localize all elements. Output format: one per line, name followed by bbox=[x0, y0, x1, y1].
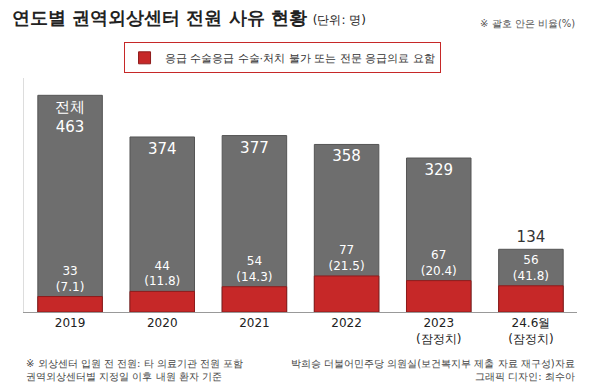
svg-text:33(7.1): 33(7.1) bbox=[56, 264, 84, 294]
svg-text:377: 377 bbox=[240, 139, 269, 157]
svg-text:374: 374 bbox=[148, 140, 177, 158]
svg-text:2019: 2019 bbox=[55, 316, 86, 330]
svg-text:※ 외상센터 입원 전 전원: 타 의료기관 전원 포함권역: ※ 외상센터 입원 전 전원: 타 의료기관 전원 포함권역외상센터별 지정일 … bbox=[26, 358, 243, 382]
svg-text:44(11.8): 44(11.8) bbox=[144, 259, 180, 289]
svg-text:56(41.8): 56(41.8) bbox=[513, 253, 549, 283]
svg-text:응급 수술응급 수술·처치 불가 또는 전문 응급의료 요함: 응급 수술응급 수술·처치 불가 또는 전문 응급의료 요함 bbox=[165, 52, 435, 65]
svg-text:77(21.5): 77(21.5) bbox=[329, 243, 365, 273]
svg-text:연도별 권역외상센터 전원 사유 현황 (단위: 명): 연도별 권역외상센터 전원 사유 현황 (단위: 명) bbox=[12, 7, 366, 28]
svg-text:박희승 더불어민주당 의원실(보건복지부 제출 자료 재구성: 박희승 더불어민주당 의원실(보건복지부 제출 자료 재구성)자료그래픽 디자인… bbox=[291, 358, 575, 382]
svg-text:358: 358 bbox=[332, 147, 361, 165]
svg-text:134: 134 bbox=[517, 228, 546, 246]
svg-text:※ 괄호 안은 비율(%): ※ 괄호 안은 비율(%) bbox=[480, 18, 575, 29]
svg-text:2022: 2022 bbox=[331, 316, 362, 330]
svg-text:24.6월(잠정치): 24.6월(잠정치) bbox=[508, 316, 553, 346]
svg-text:54(14.3): 54(14.3) bbox=[236, 254, 272, 284]
svg-text:2020: 2020 bbox=[147, 316, 178, 330]
svg-text:329: 329 bbox=[424, 161, 453, 179]
svg-text:2021: 2021 bbox=[239, 316, 270, 330]
svg-text:67(20.4): 67(20.4) bbox=[421, 248, 457, 278]
svg-text:2023(잠정치): 2023(잠정치) bbox=[416, 316, 461, 346]
svg-text:전체463: 전체463 bbox=[55, 98, 85, 136]
